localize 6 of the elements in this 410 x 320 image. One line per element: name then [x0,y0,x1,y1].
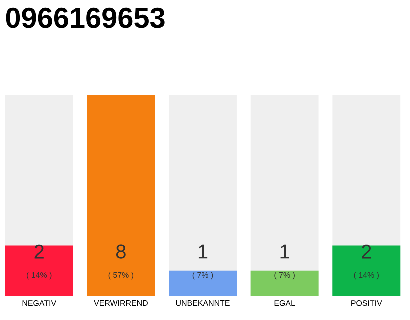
data-label: 2 [34,244,44,259]
data-label: 2 [362,244,372,259]
chart-title: 0966169653 [6,8,165,28]
data-label: 1 [198,244,208,259]
data-label: 8 [116,244,126,259]
data-label: 1 [280,244,290,259]
